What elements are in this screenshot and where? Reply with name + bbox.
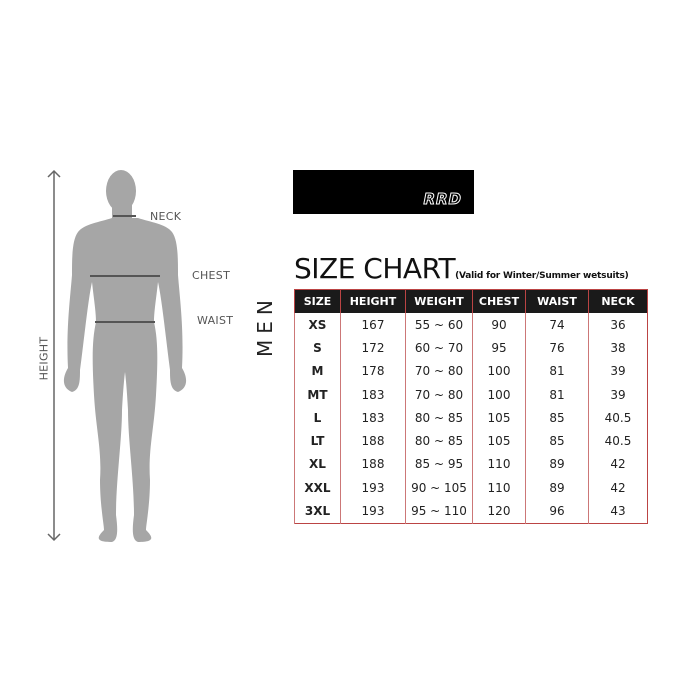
table-row: M 178 70 ~ 80 100 81 39 — [294, 359, 648, 383]
cell-waist: 89 — [525, 452, 589, 477]
cell-weight: 80 ~ 85 — [405, 429, 473, 453]
cell-chest: 100 — [472, 359, 526, 383]
cell-neck: 36 — [588, 313, 648, 337]
height-arrow-icon — [47, 169, 61, 542]
column-header-height: HEIGHT — [340, 289, 406, 313]
cell-waist: 74 — [525, 313, 589, 337]
cell-size: MT — [294, 382, 341, 407]
cell-weight: 60 ~ 70 — [405, 336, 473, 360]
cell-chest: 110 — [472, 452, 526, 477]
cell-waist: 76 — [525, 336, 589, 360]
cell-height: 193 — [340, 499, 406, 524]
title-subtitle: (Valid for Winter/Summer wetsuits) — [455, 271, 629, 281]
cell-weight: 70 ~ 80 — [405, 382, 473, 407]
cell-size: M — [294, 359, 341, 383]
page-title: SIZE CHART(Valid for Winter/Summer wetsu… — [294, 252, 629, 285]
cell-waist: 96 — [525, 499, 589, 524]
cell-height: 183 — [340, 382, 406, 407]
cell-chest: 120 — [472, 499, 526, 524]
men-group-label: MEN — [253, 294, 277, 357]
column-header-chest: CHEST — [472, 289, 526, 313]
table-row: L 183 80 ~ 85 105 85 40.5 — [294, 406, 648, 430]
size-chart-table: SIZE HEIGHT WEIGHT CHEST WAIST NECK XS 167 55 ~… — [294, 289, 648, 524]
cell-neck: 43 — [588, 499, 648, 524]
cell-chest: 105 — [472, 429, 526, 453]
cell-chest: 110 — [472, 476, 526, 500]
cell-waist: 85 — [525, 429, 589, 453]
table-row: XXL 193 90 ~ 105 110 89 42 — [294, 476, 648, 500]
cell-size: XXL — [294, 476, 341, 500]
cell-chest: 95 — [472, 336, 526, 360]
cell-height: 178 — [340, 359, 406, 383]
column-header-weight: WEIGHT — [405, 289, 473, 313]
height-label: HEIGHT — [37, 336, 51, 381]
cell-neck: 42 — [588, 476, 648, 500]
neck-label: NECK — [150, 210, 182, 223]
cell-height: 167 — [340, 313, 406, 337]
table-row: XL 188 85 ~ 95 110 89 42 — [294, 452, 648, 477]
cell-size: 3XL — [294, 499, 341, 524]
cell-weight: 85 ~ 95 — [405, 452, 473, 477]
waist-label: WAIST — [197, 314, 234, 327]
cell-waist: 85 — [525, 406, 589, 430]
cell-weight: 80 ~ 85 — [405, 406, 473, 430]
chest-label: CHEST — [192, 269, 231, 282]
cell-neck: 39 — [588, 382, 648, 407]
cell-chest: 90 — [472, 313, 526, 337]
cell-chest: 105 — [472, 406, 526, 430]
table-header-row: SIZE HEIGHT WEIGHT CHEST WAIST NECK — [294, 289, 648, 313]
table-row: S 172 60 ~ 70 95 76 38 — [294, 336, 648, 360]
brand-logo-text: RRD — [423, 190, 462, 209]
column-header-waist: WAIST — [525, 289, 589, 313]
cell-size: XS — [294, 313, 341, 337]
table-row: 3XL 193 95 ~ 110 120 96 43 — [294, 499, 648, 524]
table-row: XS 167 55 ~ 60 90 74 36 — [294, 313, 648, 337]
cell-neck: 39 — [588, 359, 648, 383]
table-row: MT 183 70 ~ 80 100 81 39 — [294, 382, 648, 407]
title-text: SIZE CHART — [294, 252, 456, 285]
table-row: LT 188 80 ~ 85 105 85 40.5 — [294, 429, 648, 453]
brand-logo: RRD — [293, 170, 474, 214]
cell-size: LT — [294, 429, 341, 453]
cell-height: 172 — [340, 336, 406, 360]
cell-size: L — [294, 406, 341, 430]
cell-height: 183 — [340, 406, 406, 430]
cell-neck: 40.5 — [588, 406, 648, 430]
cell-height: 188 — [340, 452, 406, 477]
column-header-size: SIZE — [294, 289, 341, 313]
cell-weight: 55 ~ 60 — [405, 313, 473, 337]
cell-chest: 100 — [472, 382, 526, 407]
cell-weight: 95 ~ 110 — [405, 499, 473, 524]
cell-weight: 90 ~ 105 — [405, 476, 473, 500]
cell-height: 188 — [340, 429, 406, 453]
column-header-neck: NECK — [588, 289, 648, 313]
cell-neck: 40.5 — [588, 429, 648, 453]
cell-neck: 42 — [588, 452, 648, 477]
cell-weight: 70 ~ 80 — [405, 359, 473, 383]
cell-size: XL — [294, 452, 341, 477]
cell-size: S — [294, 336, 341, 360]
body-silhouette — [63, 170, 187, 542]
cell-waist: 81 — [525, 382, 589, 407]
cell-waist: 89 — [525, 476, 589, 500]
cell-waist: 81 — [525, 359, 589, 383]
cell-height: 193 — [340, 476, 406, 500]
cell-neck: 38 — [588, 336, 648, 360]
